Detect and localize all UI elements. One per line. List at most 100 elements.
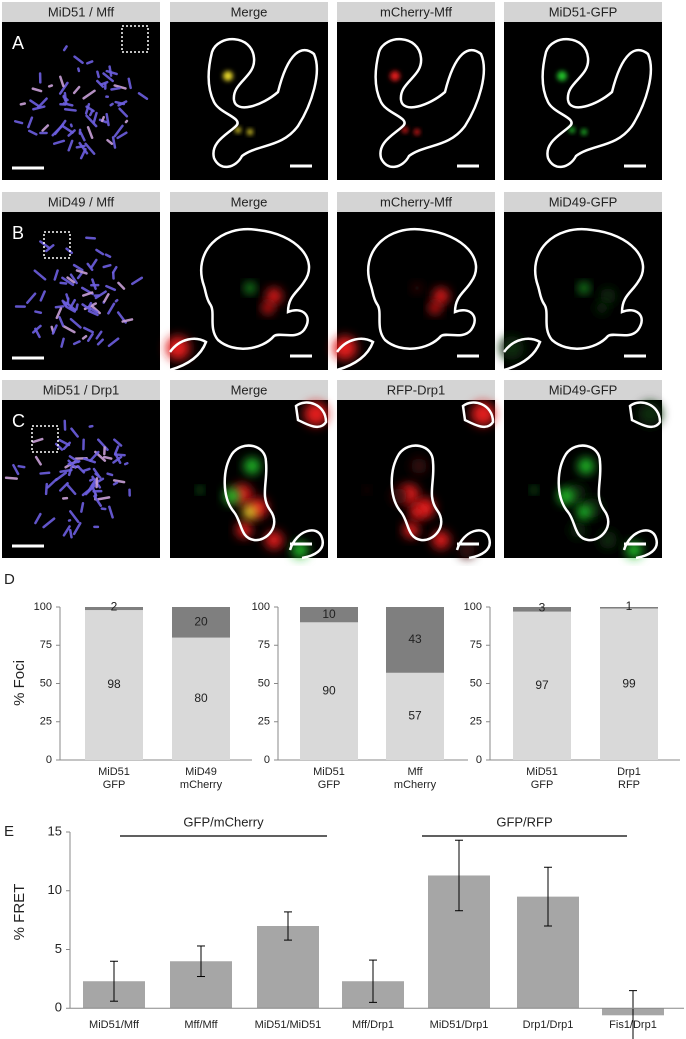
mitochondria <box>65 293 70 301</box>
data-label: 2 <box>111 600 118 614</box>
mitochondria <box>55 307 63 320</box>
mitochondria <box>31 437 44 444</box>
mitochondria <box>97 438 109 451</box>
mitochondria <box>108 65 113 77</box>
panel-header-label: MiD49 / Mff <box>48 194 115 209</box>
mitochondria <box>60 124 74 134</box>
mitochondria <box>51 324 58 335</box>
y-tick-label: 0 <box>264 754 270 766</box>
bar-segment <box>600 607 658 609</box>
mitochondria <box>39 471 51 475</box>
mitochondria <box>87 332 94 342</box>
mitochondria <box>59 75 65 88</box>
mitochondria <box>117 281 126 290</box>
mitochondria <box>32 105 46 111</box>
mitochondria <box>113 124 124 138</box>
fluorescence-spot <box>266 288 282 304</box>
mitochondria <box>78 141 89 155</box>
mitochondria <box>59 281 68 285</box>
mitochondria <box>82 467 91 473</box>
mitochondria <box>27 129 38 136</box>
fluorescence-spot <box>262 302 274 314</box>
mitochondria <box>96 70 100 79</box>
fluorescence-spot <box>569 127 575 133</box>
error-bar <box>629 990 637 1039</box>
data-label: 1 <box>626 599 633 613</box>
micrograph <box>504 22 662 180</box>
mitochondria <box>72 85 81 95</box>
fluorescence-spot <box>432 531 450 549</box>
mitochondria <box>72 340 81 346</box>
mitochondria <box>110 86 121 91</box>
data-label: 3 <box>539 600 546 614</box>
y-tick-label: 25 <box>258 716 270 728</box>
panel-header <box>170 192 328 212</box>
fluorescence-spot <box>557 71 567 81</box>
mitochondria <box>82 291 94 297</box>
micrograph-content <box>207 37 319 168</box>
mitochondria <box>112 479 126 484</box>
micrograph <box>337 22 495 180</box>
mitochondria <box>13 120 24 125</box>
annotation: GFP/RFP <box>496 814 552 829</box>
fluorescence-spot <box>247 129 253 135</box>
mitochondria <box>107 337 120 348</box>
fluorescence-spot <box>410 505 424 519</box>
fluorescence-spot <box>364 487 370 493</box>
mitochondria <box>72 521 82 536</box>
error-bar <box>544 866 552 927</box>
mitochondria <box>34 455 42 466</box>
mitochondria <box>65 305 77 313</box>
y-tick-label: 100 <box>464 601 482 613</box>
fluorescence-spot <box>578 458 594 474</box>
panel-header <box>2 192 160 212</box>
mitochondria <box>63 91 67 102</box>
cell-outline <box>335 227 478 372</box>
bar-segment <box>513 607 571 612</box>
panel-letter: C <box>12 411 25 431</box>
mitochondria <box>102 455 113 460</box>
x-tick-label: Drp1/Drp1 <box>522 1019 574 1031</box>
panel-header-label: MiD51-GFP <box>549 4 618 19</box>
micrograph <box>2 22 160 180</box>
zoom-box <box>121 25 149 53</box>
mitochondria <box>113 438 123 447</box>
cell-outline <box>557 401 662 560</box>
panel-header <box>2 2 160 22</box>
micrograph-content <box>500 227 646 372</box>
data-label: 10 <box>322 607 336 621</box>
cell-outline <box>168 227 311 372</box>
mitochondria <box>68 455 80 464</box>
data-label: 97 <box>535 678 549 692</box>
mitochondria <box>90 258 98 269</box>
mitochondria <box>103 293 110 303</box>
cell-outline <box>502 227 645 372</box>
cell-outline <box>223 401 328 560</box>
mitochondria <box>53 269 59 281</box>
mitochondria <box>104 253 112 258</box>
mitochondria <box>62 324 76 334</box>
mitochondria <box>94 290 107 300</box>
bar-segment <box>172 637 230 760</box>
mitochondria <box>87 301 93 309</box>
panel-header-label: MiD49-GFP <box>549 194 618 209</box>
y-tick-label: 50 <box>470 677 482 689</box>
panel-header <box>504 380 662 400</box>
fluorescence-spot <box>433 288 449 304</box>
zoom-box <box>31 425 59 453</box>
mitochondria <box>62 525 71 537</box>
x-tick-label: Mff mCherry <box>393 766 437 791</box>
y-tick-label: 50 <box>40 677 52 689</box>
mitochondria <box>54 305 65 309</box>
fluorescence-spot <box>245 283 255 293</box>
mitochondria <box>58 438 71 447</box>
x-tick-label: MiD49 mCherry <box>179 766 223 791</box>
bar-segment <box>600 608 658 760</box>
fluorescence-spot <box>596 302 608 314</box>
mitochondria <box>67 139 74 152</box>
mitochondria <box>45 244 55 253</box>
mitochondria <box>85 236 97 240</box>
mitochondria <box>73 55 84 64</box>
mitochondria <box>93 494 103 507</box>
panel-letter: E <box>4 823 14 840</box>
